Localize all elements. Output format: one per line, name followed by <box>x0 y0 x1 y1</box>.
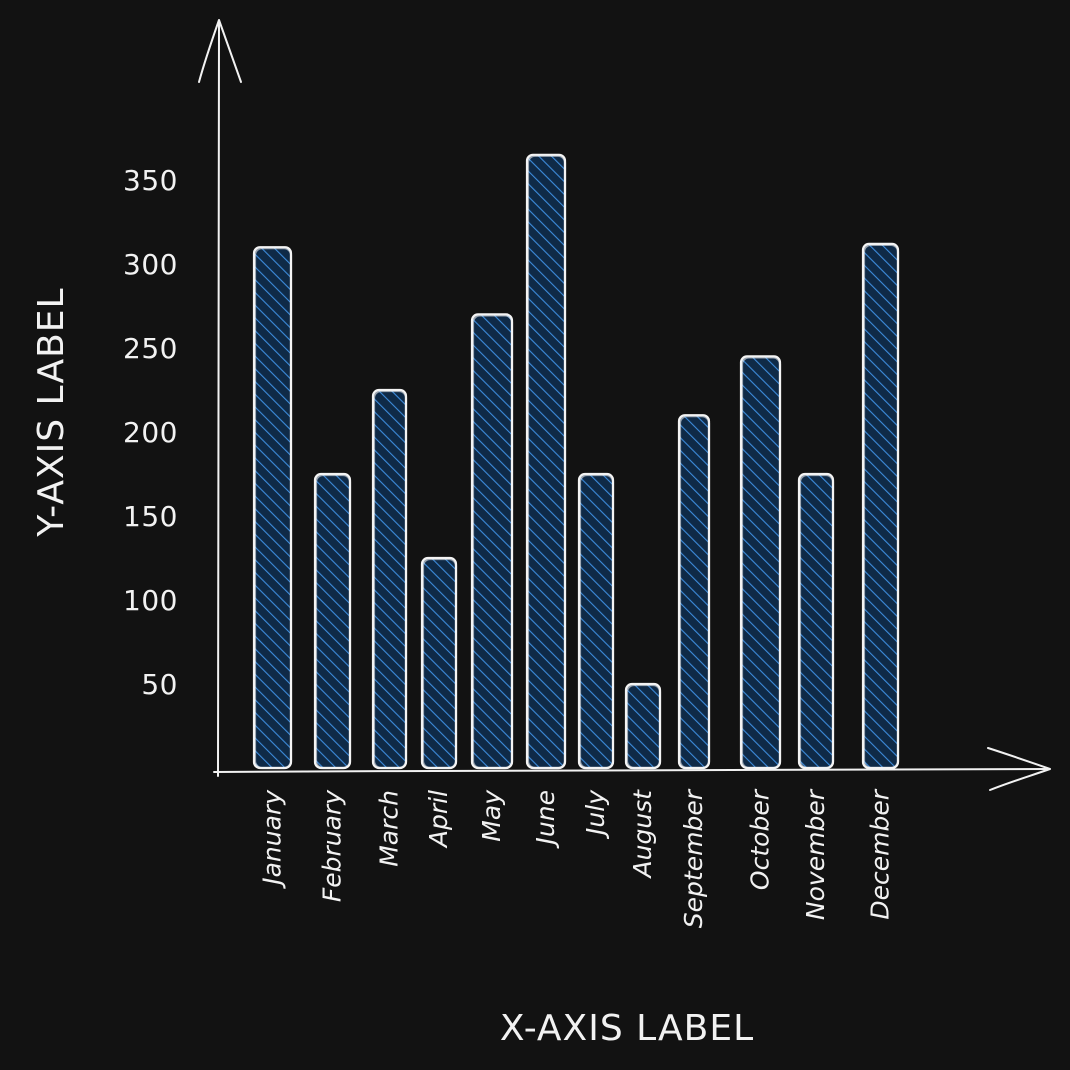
y-tick-label: 350 <box>123 164 178 197</box>
bar-fill <box>741 356 780 768</box>
bar-fill <box>422 558 456 768</box>
bar-outline-sketch <box>372 389 408 770</box>
x-tick-labels: January February March April May June July Augu… <box>258 788 895 928</box>
bar <box>313 472 352 770</box>
x-tick-label: June <box>531 790 560 849</box>
x-tick-label: September <box>679 788 708 928</box>
bar <box>797 472 835 770</box>
x-tick-label: January <box>258 789 287 890</box>
x-axis-title: X-AXIS LABEL <box>500 1008 754 1049</box>
bar <box>861 242 900 770</box>
bar-fill <box>373 390 406 768</box>
bar-outline-sketch <box>471 314 514 770</box>
x-tick-label: March <box>375 790 404 867</box>
y-tick-label: 300 <box>123 248 178 281</box>
y-axis-title: Y-AXIS LABEL <box>31 287 72 537</box>
bar <box>577 472 615 770</box>
y-tick-label: 250 <box>123 332 178 365</box>
bar-fill <box>863 243 898 769</box>
bar-outline-sketch <box>625 683 662 770</box>
bar-outline-sketch <box>862 243 900 770</box>
x-axis-line <box>213 768 1049 773</box>
y-tick-label: 200 <box>123 416 178 449</box>
bar-fill <box>679 415 709 768</box>
x-tick-label: October <box>746 788 775 890</box>
bar-fill <box>799 474 833 768</box>
bar-fill <box>579 474 613 768</box>
x-tick-label: July <box>581 789 610 840</box>
x-axis-arrow <box>987 747 1051 791</box>
bar <box>677 414 711 770</box>
bar-fill <box>315 474 350 768</box>
y-axis-line <box>217 21 220 777</box>
x-tick-label: December <box>866 788 895 919</box>
bar <box>371 388 408 770</box>
bar <box>252 246 293 770</box>
y-tick-label: 150 <box>123 500 178 533</box>
y-tick-label: 50 <box>141 668 178 701</box>
bar-outline-sketch <box>740 356 782 770</box>
bar <box>525 153 567 770</box>
bars <box>252 153 900 770</box>
bar-outline-sketch <box>253 247 293 770</box>
bar-fill <box>254 247 291 768</box>
x-tick-label: August <box>628 789 657 880</box>
bar-fill <box>527 154 565 769</box>
x-tick-label: February <box>318 789 347 902</box>
x-tick-label: April <box>424 790 453 849</box>
y-tick-labels: 50 100 150 200 250 300 350 <box>123 164 178 701</box>
bar-outline-sketch <box>526 154 567 770</box>
bar-outline-sketch <box>578 473 615 770</box>
bar <box>739 355 782 770</box>
y-tick-label: 100 <box>123 584 178 617</box>
bar-outline-sketch <box>798 473 835 770</box>
bar <box>624 682 662 770</box>
bar-outline-sketch <box>678 415 711 770</box>
bar-fill <box>626 684 660 768</box>
bar <box>420 556 458 770</box>
x-tick-label: November <box>801 788 830 920</box>
y-axis-arrow <box>198 19 242 83</box>
bar-fill <box>472 314 512 768</box>
bar-outline-sketch <box>314 473 352 770</box>
x-tick-label: May <box>477 789 506 842</box>
bar-outline-sketch <box>421 557 458 770</box>
bar <box>470 313 514 770</box>
chart-axes <box>198 19 1051 791</box>
